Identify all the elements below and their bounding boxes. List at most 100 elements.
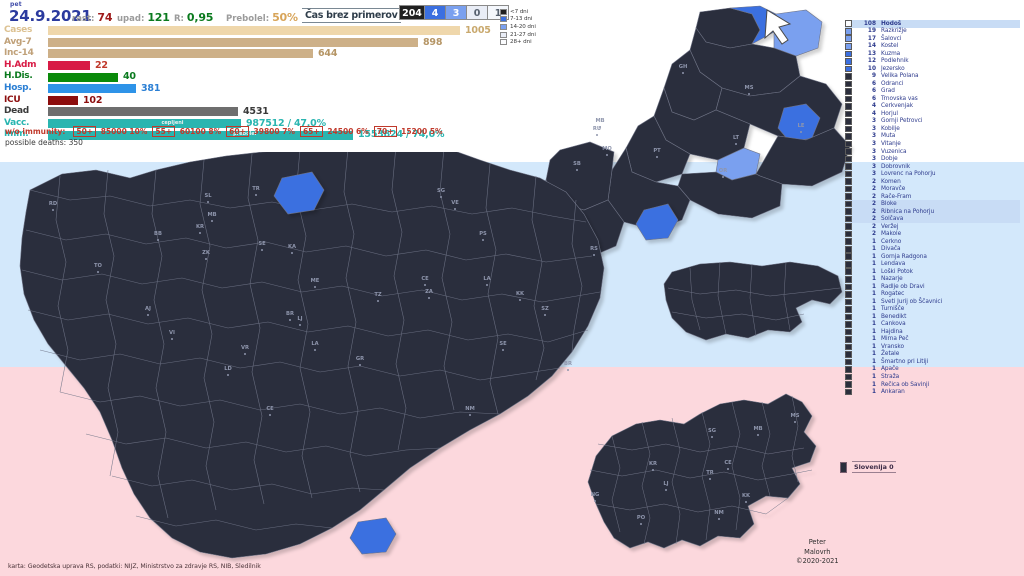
- map-region-code: MB: [753, 426, 762, 432]
- municipality-rank-row[interactable]: 1 Lendava: [845, 260, 1020, 269]
- municipality-color-swatch: [845, 291, 852, 298]
- municipality-name: Gornja Radgona: [881, 253, 927, 260]
- municipality-rank-row[interactable]: 2 Solčava: [845, 215, 1020, 223]
- municipality-rank-row[interactable]: 3 Dobrovnik: [845, 163, 1020, 171]
- municipality-rank-row[interactable]: 1 Cankova: [845, 321, 1020, 329]
- municipality-rank-row[interactable]: 4 Cerkvenjak: [845, 103, 1020, 111]
- municipality-rank-row[interactable]: 3 Vuzenica: [845, 148, 1020, 156]
- municipality-rank-row[interactable]: 3 Muta: [845, 133, 1020, 141]
- municipality-rank-row[interactable]: 1 Sveti Jurij ob Ščavnici: [845, 298, 1020, 306]
- municipality-rank-row[interactable]: 1 Vransko: [845, 343, 1020, 351]
- case-count-cell[interactable]: 3: [445, 5, 467, 20]
- map-region-dot: [486, 284, 488, 286]
- municipality-name: Solčava: [881, 216, 904, 223]
- municipality-rank-row[interactable]: 1 Loški Potok: [845, 268, 1020, 276]
- map-region-code: MB: [595, 118, 604, 124]
- map-region-dot: [440, 196, 442, 198]
- bar-row: Vacc. 987512 / 47,0% cepljeni: [4, 118, 496, 130]
- municipality-rank-row[interactable]: 9 Velika Polana: [845, 73, 1020, 81]
- municipality-case-count: 1: [871, 246, 876, 253]
- bar-label: Dead: [4, 106, 29, 117]
- map-region-code: SG: [437, 188, 445, 194]
- municipality-rank-row[interactable]: 13 Kuzma: [845, 50, 1020, 58]
- municipality-rank-row[interactable]: 3 Vitanje: [845, 140, 1020, 148]
- municipality-name: Žetale: [881, 351, 900, 358]
- map-region-code: RS: [590, 246, 598, 252]
- municipality-rank-row[interactable]: 3 Kobilje: [845, 125, 1020, 133]
- municipality-rank-row[interactable]: 12 Podlehnik: [845, 58, 1020, 66]
- municipality-ranking-list[interactable]: 108 Hodoš 19 Razkrižje 17 Šalovci 14 Kostel 13 Ku…: [845, 20, 1020, 396]
- municipality-rank-row[interactable]: 1 Straža: [845, 373, 1020, 381]
- municipality-rank-row[interactable]: 2 Makole: [845, 230, 1020, 238]
- data-sources-caption: karta: Geodetska uprava RS, podatki: NIJ…: [8, 563, 261, 570]
- municipality-rank-row[interactable]: 6 Trnovska vas: [845, 95, 1020, 103]
- bar-inner-label: prebolel: [233, 131, 257, 138]
- municipality-color-swatch: [845, 321, 852, 328]
- municipality-rank-row[interactable]: 1 Nazarje: [845, 275, 1020, 284]
- municipality-rank-row[interactable]: 3 Dobje: [845, 155, 1020, 163]
- age-group-chip: 55+: [152, 126, 176, 137]
- map-region-dot: [544, 314, 546, 316]
- municipality-case-count: 1: [871, 336, 876, 343]
- municipality-name: Turnišče: [881, 306, 905, 313]
- municipality-rank-row[interactable]: 1 Žetale: [845, 351, 1020, 359]
- map-region-dot: [157, 239, 159, 241]
- municipality-name: Gornji Petrovci: [881, 118, 923, 125]
- municipality-rank-row[interactable]: 14 Kostel: [845, 43, 1020, 51]
- bar-value: 898: [423, 36, 443, 48]
- case-count-cell[interactable]: 4: [424, 5, 446, 20]
- case-count-cell[interactable]: 1: [487, 5, 509, 20]
- map-region-dot: [596, 134, 598, 136]
- municipality-rank-row[interactable]: 1 Gornja Radgona: [845, 253, 1020, 261]
- stats-header-panel: pet 24.9.2021 rast: 74 upad: 121 R: 0,95…: [0, 0, 500, 152]
- case-count-cell[interactable]: 0: [466, 5, 488, 20]
- municipality-rank-row[interactable]: 1 Radlje ob Dravi: [845, 283, 1020, 291]
- municipality-rank-row[interactable]: 1 Apače: [845, 366, 1020, 374]
- municipality-rank-row[interactable]: 2 Ribnica na Pohorju: [845, 207, 1020, 216]
- municipality-rank-row[interactable]: 6 Grad: [845, 88, 1020, 96]
- municipality-rank-row[interactable]: 1 Rečica ob Savinji: [845, 381, 1020, 389]
- municipality-rank-row[interactable]: 4 Horjul: [845, 110, 1020, 118]
- municipality-rank-row[interactable]: 3 Gornji Petrovci: [845, 118, 1020, 126]
- municipality-rank-row[interactable]: 108 Hodoš: [845, 20, 1020, 28]
- municipality-rank-row[interactable]: 19 Razkrižje: [845, 27, 1020, 36]
- map-region-dot: [757, 434, 759, 436]
- bar-row: ICU 102: [4, 95, 496, 107]
- municipality-case-count: 17: [867, 35, 876, 42]
- case-count-box[interactable]: 204 4 3 0 1: [399, 5, 509, 20]
- municipality-rank-row[interactable]: 1 Cerkno: [845, 238, 1020, 246]
- municipality-rank-row[interactable]: 1 Hajdina: [845, 328, 1020, 336]
- municipality-name: Cerkvenjak: [881, 103, 914, 110]
- bar-row: Cases 1005: [4, 25, 496, 37]
- municipality-rank-row[interactable]: 2 Bloke: [845, 200, 1020, 208]
- municipality-rank-row[interactable]: 1 Mirna Peč: [845, 336, 1020, 344]
- municipality-rank-row[interactable]: 3 Lovrenc na Pohorju: [845, 170, 1020, 178]
- municipality-rank-row[interactable]: 2 Rače-Fram: [845, 193, 1020, 201]
- municipality-rank-row[interactable]: 10 Jezersko: [845, 65, 1020, 73]
- municipality-case-count: 1: [871, 306, 876, 313]
- stat-upad-value: 121: [147, 11, 170, 24]
- municipality-rank-row[interactable]: 1 Divača: [845, 245, 1020, 253]
- municipality-rank-row[interactable]: 1 Benedikt: [845, 313, 1020, 321]
- municipality-rank-row[interactable]: 1 Šmartno pri Litiji: [845, 358, 1020, 366]
- municipality-rank-row[interactable]: 17 Šalovci: [845, 35, 1020, 43]
- municipality-rank-row[interactable]: 1 Ankaran: [845, 388, 1020, 396]
- municipality-name: Loški Potok: [881, 268, 913, 275]
- bar-label: ICU: [4, 94, 21, 105]
- municipality-rank-row[interactable]: 2 Komen: [845, 178, 1020, 186]
- municipality-case-count: 1: [871, 238, 876, 245]
- time-without-cases-button[interactable]: Čas brez primerov: [302, 8, 401, 23]
- map-region-dot: [244, 353, 246, 355]
- municipality-case-count: 1: [871, 313, 876, 320]
- municipality-rank-row[interactable]: 1 Turnišče: [845, 306, 1020, 314]
- map-region-code: LA: [311, 341, 318, 347]
- case-count-cell[interactable]: 204: [399, 5, 425, 20]
- municipality-rank-row[interactable]: 2 Moravče: [845, 185, 1020, 193]
- map-region-code: KK: [742, 493, 751, 499]
- map-region-dot: [709, 478, 711, 480]
- municipality-rank-row[interactable]: 2 Veržej: [845, 223, 1020, 231]
- municipality-rank-row[interactable]: 6 Odranci: [845, 80, 1020, 88]
- slovenia-total-chip: Slovenija 0: [840, 461, 896, 473]
- municipality-rank-row[interactable]: 1 Rogatec: [845, 291, 1020, 299]
